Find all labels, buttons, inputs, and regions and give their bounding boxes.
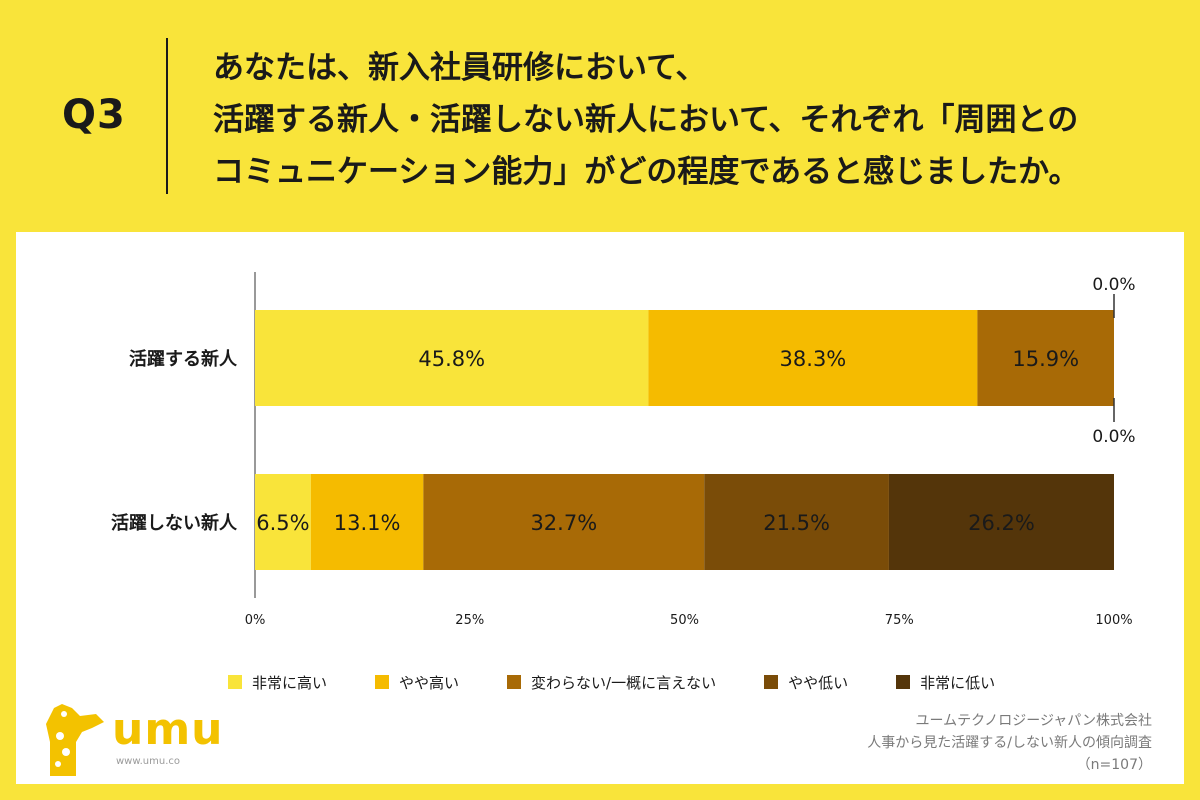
data-label: 13.1% bbox=[334, 511, 401, 535]
bar-segment bbox=[648, 310, 978, 406]
data-label: 0.0% bbox=[1092, 427, 1135, 447]
question-number: Q3 bbox=[62, 92, 126, 138]
data-label: 6.5% bbox=[256, 511, 309, 535]
bar-segment bbox=[977, 310, 1114, 406]
legend: 非常に高い やや高い 変わらない/一概に言えない やや低い 非常に低い bbox=[228, 670, 1043, 694]
category-label: 活躍しない新人 bbox=[111, 512, 238, 534]
legend-label: 非常に低い bbox=[920, 673, 996, 692]
x-tick-label: 50% bbox=[670, 613, 699, 628]
legend-swatch bbox=[896, 675, 911, 689]
source-note: ユームテクノロジージャパン株式会社 人事から見た活躍する/しない新人の傾向調査 … bbox=[867, 710, 1152, 776]
data-label: 0.0% bbox=[1092, 275, 1135, 295]
category-label: 活躍する新人 bbox=[129, 348, 238, 370]
bar-segment bbox=[423, 474, 705, 570]
question-line: あなたは、新入社員研修において、 bbox=[213, 50, 707, 86]
bar-segment bbox=[888, 474, 1114, 570]
legend-item: やや高い bbox=[375, 672, 459, 693]
x-tick-label: 0% bbox=[245, 613, 266, 628]
question-line: コミュニケーション能力」がどの程度であると感じましたか。 bbox=[213, 154, 1080, 190]
legend-swatch bbox=[507, 675, 522, 689]
legend-swatch bbox=[375, 675, 390, 689]
legend-label: やや低い bbox=[788, 673, 849, 692]
x-tick-label: 75% bbox=[885, 613, 914, 628]
logo-wordmark: umu bbox=[112, 704, 224, 755]
data-label: 26.2% bbox=[968, 511, 1035, 535]
x-tick-label: 25% bbox=[455, 613, 484, 628]
bar-segment bbox=[255, 474, 311, 570]
legend-item: 変わらない/一概に言えない bbox=[507, 672, 716, 693]
logo-url: www.umu.co bbox=[116, 756, 181, 767]
data-label: 38.3% bbox=[780, 347, 847, 371]
giraffe-icon bbox=[46, 704, 104, 776]
data-label: 15.9% bbox=[1012, 347, 1079, 371]
source-line: 人事から見た活躍する/しない新人の傾向調査 bbox=[867, 735, 1152, 751]
legend-item: やや低い bbox=[764, 672, 848, 693]
header: Q3 あなたは、新入社員研修において、 活躍する新人・活躍しない新人において、そ… bbox=[0, 0, 1200, 232]
legend-label: 変わらない/一概に言えない bbox=[531, 673, 717, 692]
legend-label: 非常に高い bbox=[252, 673, 328, 692]
source-line: ユームテクノロジージャパン株式会社 bbox=[915, 713, 1152, 729]
legend-item: 非常に低い bbox=[896, 672, 995, 693]
data-label: 45.8% bbox=[418, 347, 485, 371]
data-label: 21.5% bbox=[763, 511, 830, 535]
bar-segment bbox=[704, 474, 889, 570]
legend-swatch bbox=[764, 675, 779, 689]
bar-segment bbox=[255, 310, 649, 406]
header-divider bbox=[166, 38, 168, 194]
data-label: 32.7% bbox=[530, 511, 597, 535]
stacked-bar-chart: 活躍する新人 45.8% 38.3% 15.9% 0.0% 0.0% 活躍しない新人 6.5%… bbox=[111, 272, 1136, 628]
chart-panel: 活躍する新人 45.8% 38.3% 15.9% 0.0% 0.0% 活躍しない新人 6.5%… bbox=[16, 232, 1184, 784]
source-line: （n=107） bbox=[1076, 757, 1152, 773]
x-tick-label: 100% bbox=[1095, 613, 1132, 628]
question-line: 活躍する新人・活躍しない新人において、それぞれ「周囲との bbox=[213, 102, 1079, 138]
legend-swatch bbox=[228, 675, 242, 689]
legend-label: やや高い bbox=[399, 673, 460, 692]
bar-segment bbox=[310, 474, 424, 570]
question-text: あなたは、新入社員研修において、 活躍する新人・活躍しない新人において、それぞれ… bbox=[213, 42, 1173, 198]
legend-item: 非常に高い bbox=[228, 672, 327, 693]
umu-logo: umu www.umu.co bbox=[42, 702, 223, 782]
